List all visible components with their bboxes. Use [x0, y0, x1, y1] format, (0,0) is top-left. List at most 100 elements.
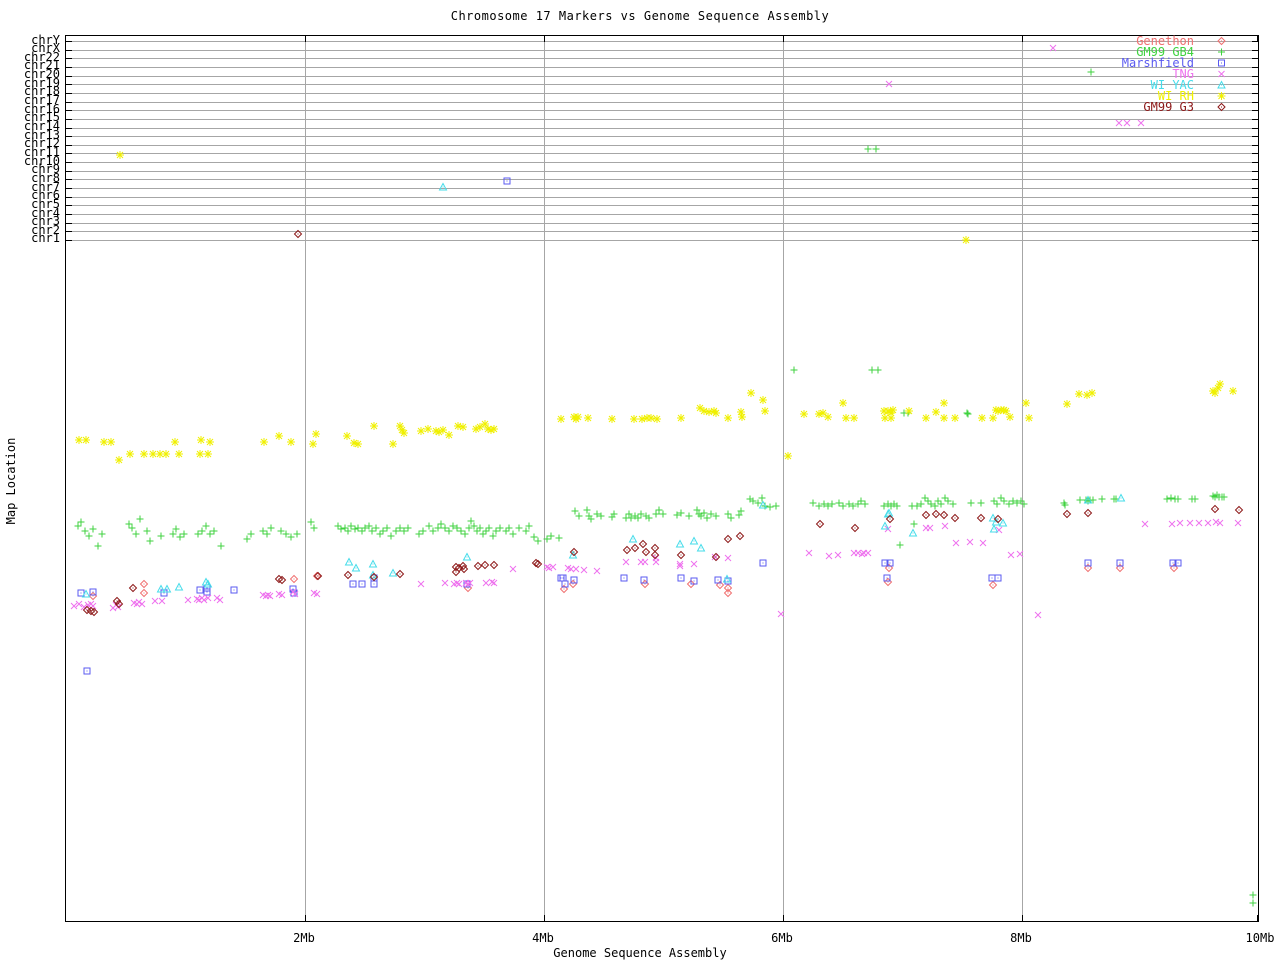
data-point-gm99-gb4 — [849, 502, 858, 511]
data-point-tng — [200, 596, 209, 605]
data-point-wi-rh — [312, 430, 321, 439]
data-point-gm99-gb4 — [492, 527, 501, 536]
data-point-gm99-g3 — [650, 550, 660, 560]
data-point-tng — [580, 566, 589, 575]
data-point-gm99-gb4 — [365, 522, 374, 531]
data-point-gm99-gb4 — [368, 527, 377, 536]
data-point-gm99-g3 — [480, 560, 490, 570]
data-point-gm99-gb4 — [673, 511, 682, 520]
data-point-gm99-g3 — [1234, 505, 1244, 515]
y-tick-label-chr1: chr1 — [31, 231, 60, 246]
data-point-wi-rh — [424, 425, 433, 434]
tick-chr15 — [66, 118, 72, 120]
gridline-6Mb — [783, 36, 784, 921]
data-point-gm99-gb4 — [457, 527, 466, 536]
data-point-wi-rh — [115, 456, 124, 465]
data-point-wi-rh — [932, 408, 941, 417]
data-point-tng — [80, 603, 89, 612]
tick-chr3 — [66, 222, 72, 224]
data-point-gm99-g3 — [1062, 509, 1072, 519]
data-point-tng — [213, 594, 222, 603]
gridline-chr1 — [66, 239, 1258, 241]
data-point-tng — [676, 562, 685, 571]
tick-10Mb — [1257, 915, 1258, 921]
data-point-gm99-gb4 — [1017, 497, 1026, 506]
data-point-gm99-gb4 — [921, 494, 930, 503]
gridline-chr20 — [66, 75, 1258, 77]
data-point-marshfield — [994, 574, 1003, 583]
data-point-wi-yac — [988, 513, 998, 523]
data-point-gm99-gb4 — [1013, 499, 1022, 508]
data-point-gm99-gb4 — [637, 510, 646, 519]
data-point-gm99-gb4 — [593, 510, 602, 519]
data-point-gm99-gb4 — [839, 502, 848, 511]
chart-title: Chromosome 17 Markers vs Genome Sequence… — [450, 9, 830, 23]
y-tick-label-chr22: chr22 — [23, 49, 60, 64]
data-point-gm99-gb4 — [835, 499, 844, 508]
data-point-wi-yac — [156, 584, 166, 594]
legend-item-genethon: Genethon — [980, 35, 1260, 52]
data-point-gm99-gb4 — [944, 497, 953, 506]
data-point-gm99-gb4 — [555, 534, 564, 543]
data-point-gm99-g3 — [343, 570, 353, 580]
gridline-2Mb — [305, 36, 306, 921]
tick-8Mb — [1022, 915, 1023, 921]
tick-chr14 — [66, 127, 72, 129]
data-point-wi-rh — [1229, 387, 1238, 396]
data-point-wi-rh — [287, 438, 296, 447]
data-point-gm99-gb4 — [772, 502, 781, 511]
data-point-gm99-gb4 — [198, 527, 207, 536]
data-point-wi-yac — [1116, 493, 1126, 503]
tick-chr2 — [1252, 231, 1258, 233]
data-point-wi-rh — [842, 414, 851, 423]
data-point-wi-rh — [126, 450, 135, 459]
gridline-chr9 — [66, 170, 1258, 172]
tick-chr22 — [66, 58, 72, 60]
data-point-gm99-gb4 — [724, 510, 733, 519]
data-point-wi-rh — [472, 425, 481, 434]
data-point-gm99-gb4 — [89, 525, 98, 534]
data-point-tng — [641, 558, 650, 567]
data-point-gm99-gb4 — [1000, 497, 1009, 506]
data-point-wi-yac — [908, 528, 918, 538]
data-point-wi-rh — [354, 440, 363, 449]
data-point-tng — [135, 598, 144, 607]
data-point-wi-rh — [784, 452, 793, 461]
data-point-wi-rh — [435, 428, 444, 437]
data-point-gm99-gb4 — [1220, 493, 1229, 502]
data-point-tng — [1115, 119, 1124, 128]
data-point-gm99-gb4 — [85, 532, 94, 541]
data-point-wi-rh — [343, 432, 352, 441]
data-point-gm99-gb4 — [700, 509, 709, 518]
tick-4Mb — [544, 915, 545, 921]
tick-chr6 — [1252, 196, 1258, 198]
data-point-gm99-gb4 — [94, 542, 103, 551]
data-point-wi-yac — [162, 584, 172, 594]
data-point-gm99-gb4 — [372, 524, 381, 533]
legend-marker-marshfield-icon — [1217, 59, 1226, 68]
data-point-tng — [158, 597, 167, 606]
data-point-gm99-gb4 — [489, 532, 498, 541]
data-point-gm99-gb4 — [1191, 495, 1200, 504]
data-point-gm99-gb4 — [267, 524, 276, 533]
data-point-gm99-gb4 — [712, 512, 721, 521]
data-point-gm99-gb4 — [861, 500, 870, 509]
data-point-tng — [1137, 119, 1146, 128]
x-tick-label-6Mb: 6Mb — [771, 931, 793, 945]
data-point-gm99-g3 — [622, 545, 632, 555]
data-point-genethon — [559, 584, 569, 594]
data-point-gm99-g3 — [885, 514, 895, 524]
data-point-wi-rh — [116, 151, 125, 160]
data-point-tng — [1195, 519, 1204, 528]
data-point-gm99-gb4 — [917, 500, 926, 509]
tick-chr7 — [1252, 188, 1258, 190]
data-point-genethon — [139, 579, 149, 589]
gridline-chr11 — [66, 153, 1258, 155]
gridline-8Mb — [1022, 36, 1023, 921]
data-point-gm99-g3 — [473, 561, 483, 571]
data-point-gm99-gb4 — [505, 524, 514, 533]
data-point-gm99-gb4 — [685, 512, 694, 521]
data-point-tng — [184, 596, 193, 605]
y-tick-label-chrY: chrY — [31, 32, 60, 47]
tick-chr16 — [66, 110, 72, 112]
